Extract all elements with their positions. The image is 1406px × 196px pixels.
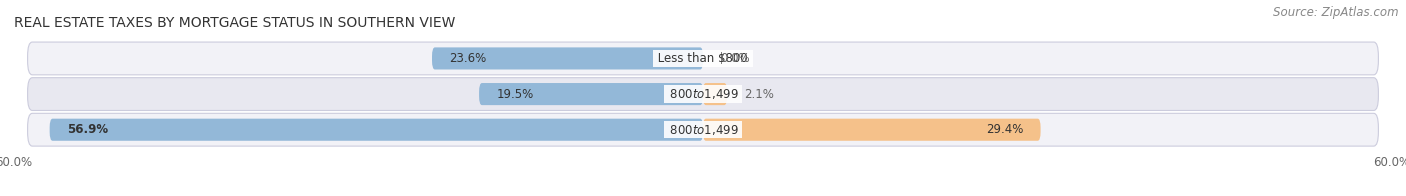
Text: 0.0%: 0.0% bbox=[720, 52, 749, 65]
Text: 29.4%: 29.4% bbox=[986, 123, 1024, 136]
FancyBboxPatch shape bbox=[28, 42, 1378, 75]
Text: 19.5%: 19.5% bbox=[496, 88, 533, 101]
Text: $800 to $1,499: $800 to $1,499 bbox=[666, 123, 740, 137]
Text: 56.9%: 56.9% bbox=[67, 123, 108, 136]
FancyBboxPatch shape bbox=[703, 119, 1040, 141]
Text: Less than $800: Less than $800 bbox=[654, 52, 752, 65]
Text: REAL ESTATE TAXES BY MORTGAGE STATUS IN SOUTHERN VIEW: REAL ESTATE TAXES BY MORTGAGE STATUS IN … bbox=[14, 16, 456, 30]
Text: 23.6%: 23.6% bbox=[450, 52, 486, 65]
FancyBboxPatch shape bbox=[49, 119, 703, 141]
FancyBboxPatch shape bbox=[28, 113, 1378, 146]
Text: $800 to $1,499: $800 to $1,499 bbox=[666, 87, 740, 101]
FancyBboxPatch shape bbox=[28, 78, 1378, 111]
FancyBboxPatch shape bbox=[479, 83, 703, 105]
FancyBboxPatch shape bbox=[703, 83, 727, 105]
FancyBboxPatch shape bbox=[432, 47, 703, 70]
Text: 2.1%: 2.1% bbox=[744, 88, 775, 101]
Text: Source: ZipAtlas.com: Source: ZipAtlas.com bbox=[1274, 6, 1399, 19]
